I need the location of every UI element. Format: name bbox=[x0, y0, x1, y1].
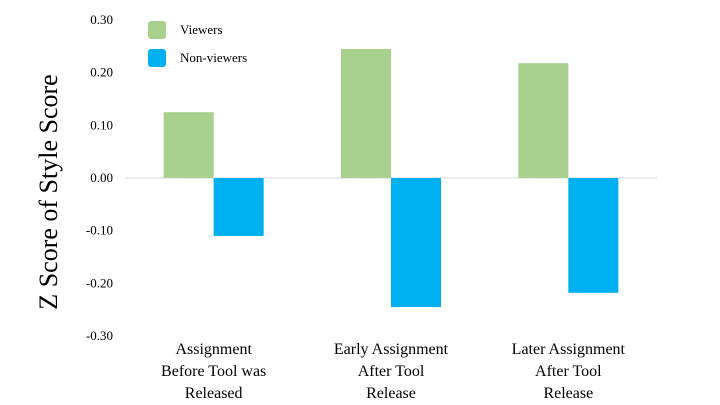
bar-non-viewers bbox=[568, 178, 619, 293]
y-tick-label: 0.20 bbox=[90, 65, 113, 80]
y-tick-label: -0.10 bbox=[86, 223, 113, 238]
legend: Viewers Non-viewers bbox=[148, 21, 247, 67]
bar-non-viewers bbox=[391, 178, 441, 308]
y-tick-label: -0.30 bbox=[86, 328, 113, 343]
y-tick-label: 0.10 bbox=[90, 117, 113, 132]
y-axis-label: Z Score of Style Score bbox=[34, 74, 63, 309]
x-category-label: Assignment Before Tool was Released bbox=[161, 341, 266, 402]
x-category-label-line: Early Assignment bbox=[334, 341, 449, 358]
x-category-label: Early Assignment After Tool Release bbox=[334, 341, 449, 402]
bar-viewers bbox=[341, 48, 391, 178]
x-category-label-line: After Tool bbox=[358, 363, 425, 380]
bar-non-viewers bbox=[213, 178, 264, 236]
x-category-label-line: Released bbox=[185, 385, 243, 402]
x-category-label: Later Assignment After Tool Release bbox=[512, 341, 626, 402]
x-category-labels: Assignment Before Tool was Released Early A… bbox=[161, 341, 625, 402]
y-tick-label: 0.00 bbox=[90, 170, 113, 185]
y-tick-label: 0.30 bbox=[90, 12, 113, 27]
bar-viewers bbox=[518, 63, 569, 178]
y-tick-labels: 0.30 0.20 0.10 0.00 -0.10 -0.20 -0.30 bbox=[86, 12, 113, 343]
bar-viewers bbox=[163, 112, 214, 178]
x-category-label-line: Later Assignment bbox=[512, 341, 626, 358]
legend-swatch bbox=[148, 49, 166, 67]
x-category-label-line: After Tool bbox=[535, 363, 602, 380]
x-category-label-line: Release bbox=[543, 385, 593, 402]
x-category-label-line: Before Tool was bbox=[161, 363, 266, 380]
legend-label: Viewers bbox=[180, 22, 223, 37]
y-tick-label: -0.20 bbox=[86, 275, 113, 290]
legend-label: Non-viewers bbox=[180, 50, 247, 65]
legend-swatch bbox=[148, 21, 166, 39]
x-category-label-line: Assignment bbox=[175, 341, 252, 358]
bars bbox=[163, 48, 619, 308]
x-category-label-line: Release bbox=[366, 385, 416, 402]
